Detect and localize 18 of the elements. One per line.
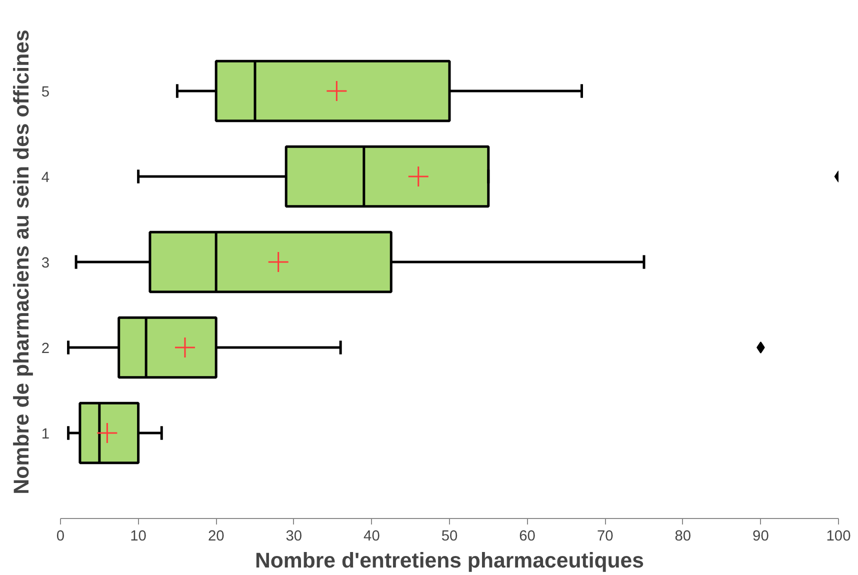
y-tick-label: 2 [41, 341, 50, 357]
x-tick-label: 80 [674, 528, 692, 544]
y-tick-label: 1 [41, 426, 50, 442]
x-tick-label: 10 [130, 528, 146, 544]
y-tick-label: 3 [41, 256, 50, 272]
x-tick-label: 60 [519, 528, 536, 544]
x-tick-label: 0 [56, 528, 65, 544]
x-tick-label: 50 [441, 528, 458, 544]
x-axis-title: Nombre d'entretiens pharmaceutiques [254, 548, 644, 572]
y-axis-title: Nombre de pharmaciens au sein des officines [9, 30, 34, 494]
x-tick-label: 40 [364, 528, 380, 544]
x-tick-label: 90 [752, 528, 769, 544]
x-tick-label: 30 [286, 528, 302, 544]
x-tick-label: 100 [826, 528, 851, 544]
x-tick-label: 70 [596, 528, 614, 544]
y-tick-label: 5 [41, 84, 50, 100]
x-tick-label: 20 [208, 528, 224, 544]
y-tick-label: 4 [41, 170, 50, 186]
